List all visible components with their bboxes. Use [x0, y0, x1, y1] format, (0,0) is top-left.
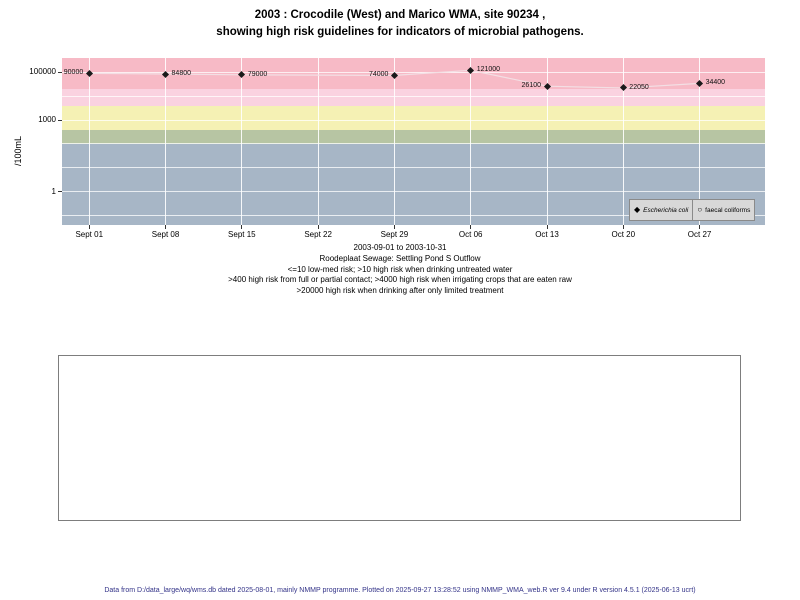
y-tick-mark	[58, 119, 62, 121]
x-tick-mark	[622, 225, 624, 229]
caption-site-name: Roodeplaat Sewage: Settling Pond S Outfl…	[319, 253, 481, 263]
x-tick-label: Oct 06	[458, 230, 483, 239]
data-point-label: 22050	[629, 83, 649, 91]
x-tick-label: Oct 13	[535, 230, 559, 239]
legend-item-faecal-coliforms: ○ faecal coliforms	[692, 199, 756, 221]
v-gridline	[622, 58, 624, 225]
data-point-label: 79000	[247, 70, 268, 78]
v-gridline	[165, 58, 167, 225]
v-gridline	[88, 58, 90, 225]
x-tick-mark	[470, 225, 472, 229]
h-gridline	[62, 214, 765, 216]
x-tick-label: Oct 27	[687, 230, 712, 239]
legend-item-escherichia-coli: ◆ Escherichia coli	[629, 199, 694, 221]
empty-panel	[58, 355, 741, 521]
x-tick-mark	[317, 225, 319, 229]
h-gridline	[62, 119, 765, 121]
data-point-label: 121000	[476, 66, 501, 74]
risk-band-high-risk-irrigation-gt4000	[62, 88, 765, 106]
y-tick-label: 1	[51, 186, 56, 196]
x-tick-mark	[393, 225, 395, 229]
data-point-label: 90000	[63, 69, 84, 77]
caption-guideline-2: >400 high risk from full or partial cont…	[228, 275, 572, 285]
v-gridline	[546, 58, 548, 225]
legend-label-escherichia-coli: Escherichia coli	[643, 206, 689, 214]
y-tick-label: 100000	[29, 67, 56, 77]
legend-label-faecal-coliforms: faecal coliforms	[705, 206, 751, 214]
x-tick-label: Sept 01	[75, 230, 104, 239]
series-line	[89, 69, 700, 89]
y-tick-label: 1000	[38, 115, 56, 125]
data-point-label: 84800	[171, 70, 191, 78]
h-gridline	[62, 71, 765, 73]
data-point-label: 34400	[705, 79, 726, 87]
risk-band-moderate-100-400	[62, 129, 765, 144]
risk-band-high-risk-contact-gt400	[62, 105, 765, 130]
risk-band-high-risk-limited-treatment-gt20000	[62, 58, 765, 89]
chart-area: 90000 84800 79000 74000 121000 26100 22050 3440…	[29, 58, 765, 239]
v-gridline	[393, 58, 395, 225]
x-tick-label: Sept 08	[151, 230, 180, 239]
chart-title-line1: 2003 : Crocodile (West) and Marico WMA, …	[254, 9, 546, 21]
caption-guideline-3: >20000 high risk when drinking after onl…	[296, 286, 504, 296]
v-gridline	[699, 58, 701, 225]
x-tick-label: Sept 29	[380, 230, 409, 239]
x-tick-mark	[165, 225, 167, 229]
circle-marker-icon: ○	[697, 205, 703, 214]
h-gridline	[62, 143, 765, 145]
x-tick-label: Sept 22	[304, 230, 332, 239]
caption-date-range: 2003-09-01 to 2003-10-31	[353, 243, 447, 252]
x-tick-mark	[88, 225, 90, 229]
y-tick-mark	[58, 191, 62, 193]
h-gridline	[62, 191, 765, 193]
data-point-label: 26100	[521, 82, 541, 90]
x-tick-mark	[699, 225, 701, 229]
x-tick-mark	[241, 225, 243, 229]
caption-block: 2003-09-01 to 2003-10-31 Roodeplaat Sewa…	[0, 243, 800, 297]
caption-guideline-1: <=10 low-med risk; >10 high risk when dr…	[287, 264, 513, 274]
y-tick-mark	[58, 71, 62, 73]
chart-title-line2: showing high risk guidelines for indicat…	[216, 26, 584, 38]
x-tick-mark	[546, 225, 548, 229]
diamond-marker-icon: ◆	[634, 205, 641, 214]
v-gridline	[241, 58, 243, 225]
data-point-label: 74000	[368, 71, 389, 79]
v-gridline	[470, 58, 472, 225]
x-tick-label: Sept 15	[228, 230, 256, 239]
v-gridline	[317, 58, 319, 225]
footer-note: Data from D:/data_large/wq/wms.db dated …	[104, 587, 696, 594]
chart-legend: ◆ Escherichia coli ○ faecal coliforms	[629, 199, 756, 221]
h-gridline	[62, 167, 765, 169]
x-tick-label: Oct 20	[611, 230, 636, 239]
h-gridline	[62, 95, 765, 97]
